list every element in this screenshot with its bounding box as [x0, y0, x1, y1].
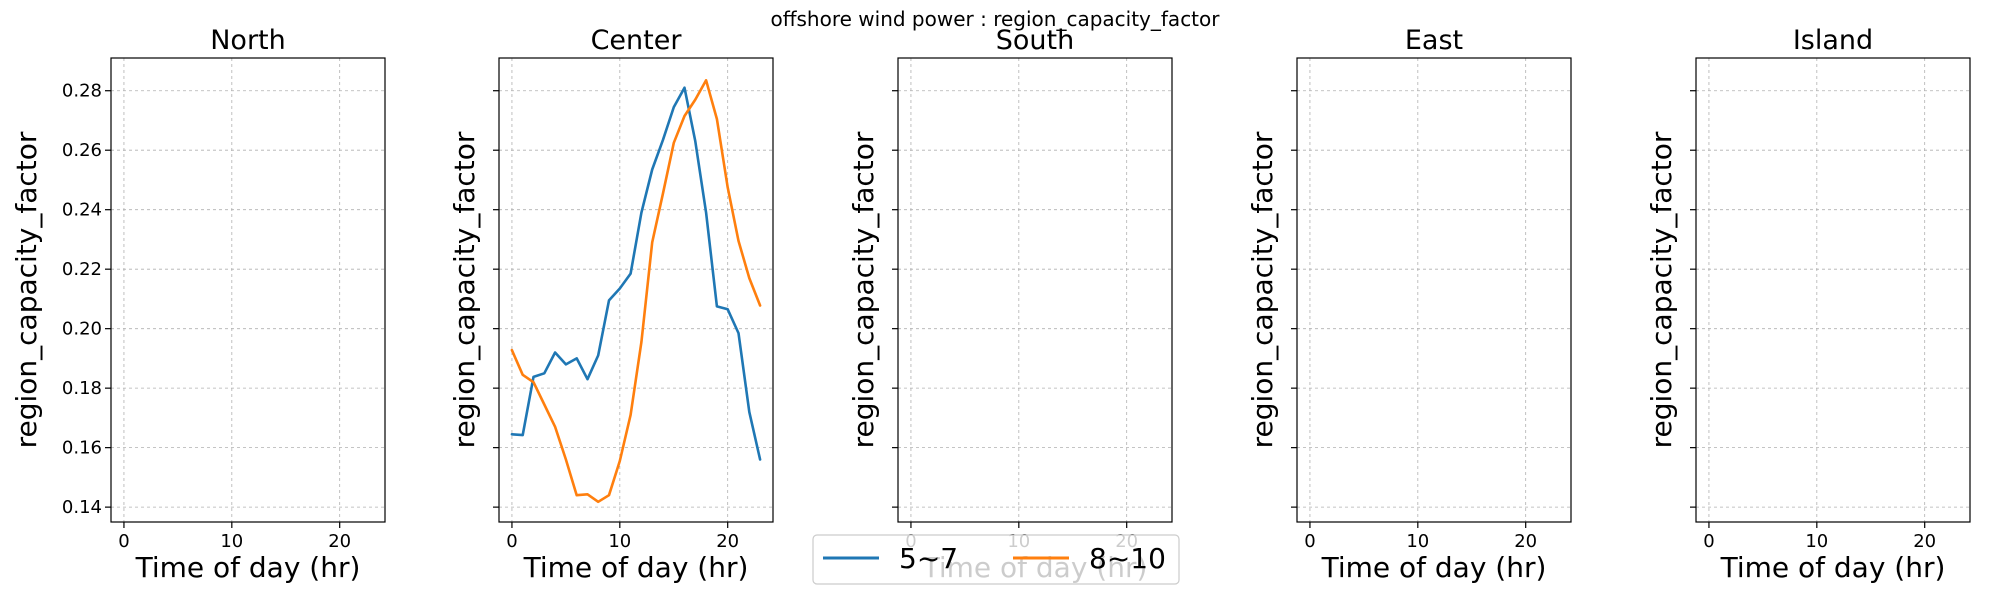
- series-line-1: [510, 86, 762, 461]
- y-tick-label: 0.26: [62, 140, 102, 161]
- x-tick-label: 20: [1514, 531, 1537, 552]
- plot-frame: [110, 57, 386, 523]
- y-axis-label: region_capacity_factor: [847, 131, 880, 448]
- legend-box: [812, 534, 1180, 585]
- plot-frame: [897, 57, 1173, 523]
- plot-frame: [1296, 57, 1572, 523]
- y-axis-label: region_capacity_factor: [10, 131, 43, 448]
- x-tick-label: 0: [118, 531, 129, 552]
- x-tick-label: 20: [328, 531, 351, 552]
- panel-center: 0 10 20 Center Time of day (hr) region_capaci…: [448, 25, 774, 584]
- y-tick-label: 0.14: [62, 497, 102, 518]
- legend-label-2: 8~10: [1089, 542, 1166, 575]
- panel-east: 0 10 20 East Time of day (hr) region_capacity…: [1246, 25, 1572, 584]
- y-tick-label: 0.24: [62, 200, 102, 221]
- panel-title: Center: [591, 25, 683, 56]
- series-line-2: [510, 79, 762, 504]
- x-axis-label: Time of day (hr): [1321, 551, 1547, 584]
- plot-frame: [1695, 57, 1971, 523]
- legend: 5~7 8~10: [812, 534, 1180, 585]
- panel-title: East: [1405, 25, 1463, 56]
- y-axis-label: region_capacity_factor: [448, 131, 481, 448]
- panel-island: 0 10 20 Island Time of day (hr) region_capaci…: [1645, 25, 1971, 584]
- x-tick-label: 10: [608, 531, 631, 552]
- panel-title: North: [210, 25, 286, 56]
- x-tick-label: 0: [506, 531, 517, 552]
- y-tick-label: 0.18: [62, 378, 102, 399]
- panel-title: South: [996, 25, 1074, 56]
- x-tick-label: 20: [716, 531, 739, 552]
- x-tick-label: 0: [1703, 531, 1714, 552]
- y-axis-label: region_capacity_factor: [1645, 131, 1678, 448]
- y-tick-label: 0.22: [62, 259, 102, 280]
- x-tick-label: 0: [1304, 531, 1315, 552]
- figure-suptitle: offshore wind power : region_capacity_fa…: [771, 7, 1221, 31]
- plot-frame: [498, 57, 774, 523]
- y-tick-label: 0.20: [62, 319, 102, 340]
- x-tick-label: 20: [1913, 531, 1936, 552]
- y-tick-label: 0.28: [62, 81, 102, 102]
- y-axis-label: region_capacity_factor: [1246, 131, 1279, 448]
- panel-title: Island: [1793, 25, 1873, 56]
- x-tick-label: 10: [220, 531, 243, 552]
- x-axis-label: Time of day (hr): [135, 551, 361, 584]
- x-tick-label: 10: [1406, 531, 1429, 552]
- panels: 0 10 20 0.14 0.16 0.18 0.20 0.22 0.24 0.26 0.28 Nor…: [10, 25, 1971, 584]
- panel-south: 01020SouthTime of day (hr)region_capacit…: [847, 25, 1173, 584]
- x-tick-label: 10: [1805, 531, 1828, 552]
- x-axis-label: Time of day (hr): [1720, 551, 1946, 584]
- y-tick-label: 0.16: [62, 438, 102, 459]
- legend-label-1: 5~7: [899, 542, 958, 575]
- panel-north: 0 10 20 0.14 0.16 0.18 0.20 0.22 0.24 0.26 0.28 Nor…: [10, 25, 386, 584]
- x-axis-label: Time of day (hr): [523, 551, 749, 584]
